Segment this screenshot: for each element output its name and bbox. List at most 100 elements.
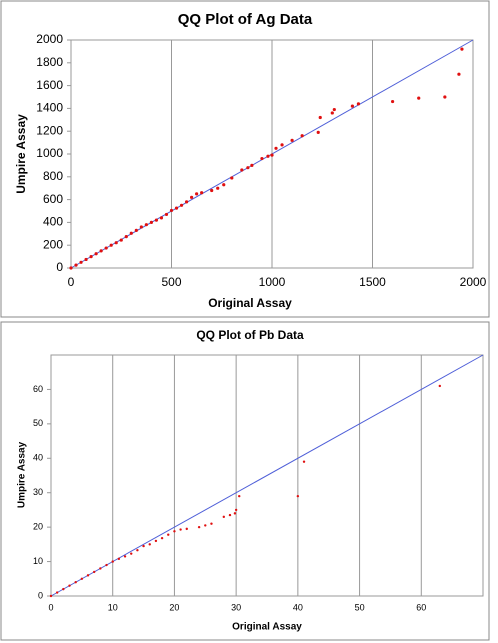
point bbox=[280, 143, 284, 147]
point bbox=[332, 107, 336, 112]
point bbox=[68, 584, 71, 587]
point bbox=[74, 263, 78, 267]
y-axis-label: Umpire Assay bbox=[14, 114, 28, 194]
point bbox=[210, 188, 214, 193]
y-tick-label: 20 bbox=[33, 522, 43, 532]
point bbox=[79, 260, 83, 264]
point bbox=[104, 246, 108, 250]
y-tick-label: 10 bbox=[33, 556, 43, 566]
point bbox=[80, 577, 84, 580]
point bbox=[136, 549, 139, 552]
point bbox=[160, 536, 164, 540]
point bbox=[290, 138, 294, 142]
point bbox=[300, 134, 304, 138]
point bbox=[105, 563, 108, 567]
point bbox=[142, 544, 145, 548]
y-tick-label: 1600 bbox=[36, 78, 63, 92]
point bbox=[250, 163, 254, 167]
chart-title: QQ Plot of Ag Data bbox=[178, 11, 313, 28]
y-tick-label: 1400 bbox=[36, 101, 63, 115]
point bbox=[49, 594, 53, 598]
x-tick-label: 10 bbox=[108, 602, 118, 612]
y-tick-label: 30 bbox=[33, 487, 43, 497]
point bbox=[93, 570, 96, 574]
x-tick-label: 40 bbox=[293, 602, 303, 612]
point bbox=[222, 515, 225, 519]
y-tick-label: 40 bbox=[33, 453, 43, 463]
point bbox=[111, 560, 114, 563]
reference-line bbox=[50, 354, 484, 597]
point bbox=[443, 95, 447, 99]
y-tick-label: 60 bbox=[33, 384, 43, 394]
x-tick-label: 0 bbox=[68, 275, 75, 289]
point bbox=[169, 208, 174, 213]
y-tick-label: 0 bbox=[38, 590, 43, 600]
point bbox=[184, 200, 189, 204]
point bbox=[356, 102, 361, 106]
point bbox=[457, 72, 461, 76]
x-tick-label: 0 bbox=[48, 602, 53, 612]
point bbox=[69, 266, 73, 270]
point bbox=[190, 195, 194, 199]
x-axis-label: Original Assay bbox=[208, 296, 292, 310]
point bbox=[222, 183, 226, 187]
point bbox=[185, 527, 188, 531]
point bbox=[274, 146, 278, 150]
x-tick-label: 1500 bbox=[359, 275, 386, 289]
point bbox=[417, 96, 421, 100]
point bbox=[174, 206, 179, 210]
point bbox=[134, 228, 138, 232]
point bbox=[114, 241, 118, 245]
point bbox=[74, 581, 77, 584]
point bbox=[149, 220, 153, 224]
x-tick-label: 60 bbox=[416, 602, 426, 612]
point bbox=[129, 231, 133, 235]
y-tick-label: 800 bbox=[43, 169, 63, 183]
y-tick-label: 50 bbox=[33, 418, 43, 428]
x-axis-label: Original Assay bbox=[232, 622, 302, 633]
point bbox=[109, 243, 113, 247]
point bbox=[230, 176, 234, 180]
point bbox=[84, 257, 88, 262]
point bbox=[179, 203, 184, 207]
point bbox=[139, 225, 143, 229]
point bbox=[89, 255, 93, 259]
x-tick-label: 1000 bbox=[259, 275, 286, 289]
point bbox=[99, 249, 103, 253]
point bbox=[117, 557, 121, 561]
x-tick-label: 2000 bbox=[460, 275, 487, 289]
point bbox=[350, 104, 354, 108]
point bbox=[179, 528, 182, 531]
point bbox=[144, 223, 148, 227]
point bbox=[123, 555, 127, 558]
point bbox=[55, 591, 59, 594]
point bbox=[460, 47, 464, 51]
point bbox=[130, 552, 133, 555]
point bbox=[164, 212, 169, 217]
y-tick-label: 200 bbox=[43, 237, 63, 251]
point bbox=[391, 99, 395, 104]
point bbox=[302, 460, 306, 463]
point bbox=[154, 218, 159, 222]
point bbox=[228, 513, 232, 517]
x-tick-label: 500 bbox=[161, 275, 181, 289]
point bbox=[197, 525, 201, 529]
point bbox=[200, 191, 204, 195]
point bbox=[210, 522, 213, 525]
point bbox=[330, 111, 334, 115]
y-tick-label: 2000 bbox=[36, 32, 63, 46]
x-tick-label: 20 bbox=[169, 602, 179, 612]
point bbox=[266, 154, 270, 158]
point bbox=[438, 384, 441, 388]
y-axis-label: Umpire Assay bbox=[17, 441, 28, 508]
point bbox=[216, 186, 220, 190]
point bbox=[318, 115, 322, 120]
point bbox=[204, 524, 207, 527]
point bbox=[148, 543, 151, 546]
point bbox=[233, 512, 237, 515]
panel bbox=[0, 321, 490, 641]
point bbox=[234, 508, 238, 512]
point bbox=[270, 153, 274, 157]
point bbox=[195, 192, 199, 196]
